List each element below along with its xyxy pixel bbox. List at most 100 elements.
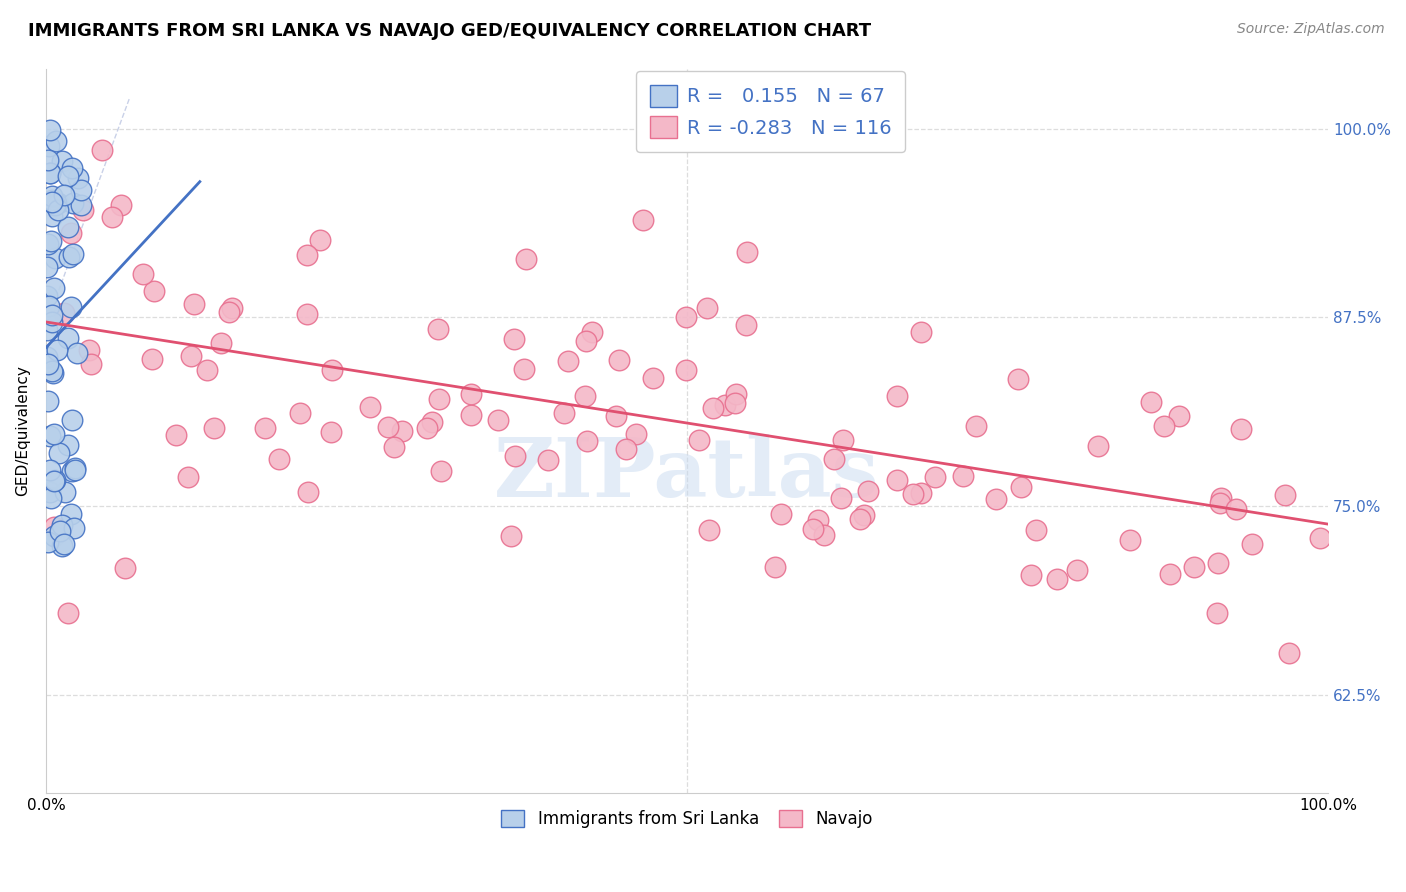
Point <box>65 462 87 476</box>
Point <box>377 419 399 434</box>
Point <box>269 452 291 467</box>
Point <box>39 485 62 500</box>
Point <box>823 451 845 466</box>
Point <box>553 405 575 419</box>
Point <box>737 245 759 260</box>
Point <box>965 419 987 434</box>
Point <box>38 139 60 153</box>
Point <box>813 527 835 541</box>
Point <box>581 325 603 339</box>
Point <box>51 517 73 532</box>
Point <box>37 322 59 336</box>
Point <box>697 523 720 537</box>
Point <box>1240 537 1263 551</box>
Point <box>460 386 482 401</box>
Point <box>724 387 747 401</box>
Point <box>58 438 80 452</box>
Point <box>502 332 524 346</box>
Point <box>165 428 187 442</box>
Point <box>52 306 75 320</box>
Point <box>1274 488 1296 502</box>
Y-axis label: GED/Equivalency: GED/Equivalency <box>15 365 30 496</box>
Point <box>1184 559 1206 574</box>
Point <box>51 539 73 553</box>
Point <box>141 352 163 367</box>
Point <box>858 483 880 498</box>
Point <box>1119 533 1142 547</box>
Point <box>51 154 73 169</box>
Point <box>53 537 76 551</box>
Point <box>924 470 946 484</box>
Point <box>253 421 276 435</box>
Point <box>62 247 84 261</box>
Point <box>37 358 59 372</box>
Point <box>38 463 60 477</box>
Point <box>39 123 62 137</box>
Point <box>359 400 381 414</box>
Point <box>429 464 451 478</box>
Point <box>46 196 69 211</box>
Point <box>100 210 122 224</box>
Point <box>60 507 83 521</box>
Point <box>37 355 59 369</box>
Point <box>41 189 63 203</box>
Point <box>56 606 79 620</box>
Point <box>675 310 697 325</box>
Point <box>38 166 60 180</box>
Point <box>44 473 66 487</box>
Point <box>512 362 534 376</box>
Point <box>832 434 855 448</box>
Point <box>910 486 932 500</box>
Point <box>575 334 598 349</box>
Point <box>321 425 343 440</box>
Point <box>80 357 103 371</box>
Point <box>37 260 59 274</box>
Point <box>886 473 908 487</box>
Point <box>44 198 66 212</box>
Point <box>58 250 80 264</box>
Point <box>1209 496 1232 510</box>
Point <box>42 474 65 488</box>
Point <box>614 442 637 456</box>
Point <box>557 354 579 368</box>
Point <box>724 396 747 410</box>
Point <box>177 469 200 483</box>
Point <box>44 251 66 265</box>
Point <box>60 226 83 240</box>
Point <box>70 198 93 212</box>
Point <box>295 248 318 262</box>
Point <box>886 389 908 403</box>
Point <box>426 322 449 336</box>
Point <box>643 370 665 384</box>
Point <box>952 468 974 483</box>
Point <box>1278 646 1301 660</box>
Point <box>46 202 69 217</box>
Point <box>91 144 114 158</box>
Point <box>66 170 89 185</box>
Point <box>853 508 876 522</box>
Point <box>714 398 737 412</box>
Point <box>575 434 598 449</box>
Point <box>72 203 94 218</box>
Point <box>321 363 343 377</box>
Point <box>42 529 65 543</box>
Point <box>41 209 63 223</box>
Point <box>37 394 59 409</box>
Point <box>1230 422 1253 436</box>
Point <box>849 512 872 526</box>
Point <box>801 522 824 536</box>
Point <box>218 304 240 318</box>
Point <box>42 366 65 380</box>
Point <box>37 535 59 549</box>
Point <box>37 153 59 168</box>
Point <box>58 220 80 235</box>
Point <box>37 350 59 364</box>
Point <box>58 330 80 344</box>
Point <box>110 198 132 212</box>
Point <box>60 413 83 427</box>
Point <box>1087 439 1109 453</box>
Point <box>382 440 405 454</box>
Point <box>607 352 630 367</box>
Point <box>1211 491 1233 505</box>
Point <box>984 491 1007 506</box>
